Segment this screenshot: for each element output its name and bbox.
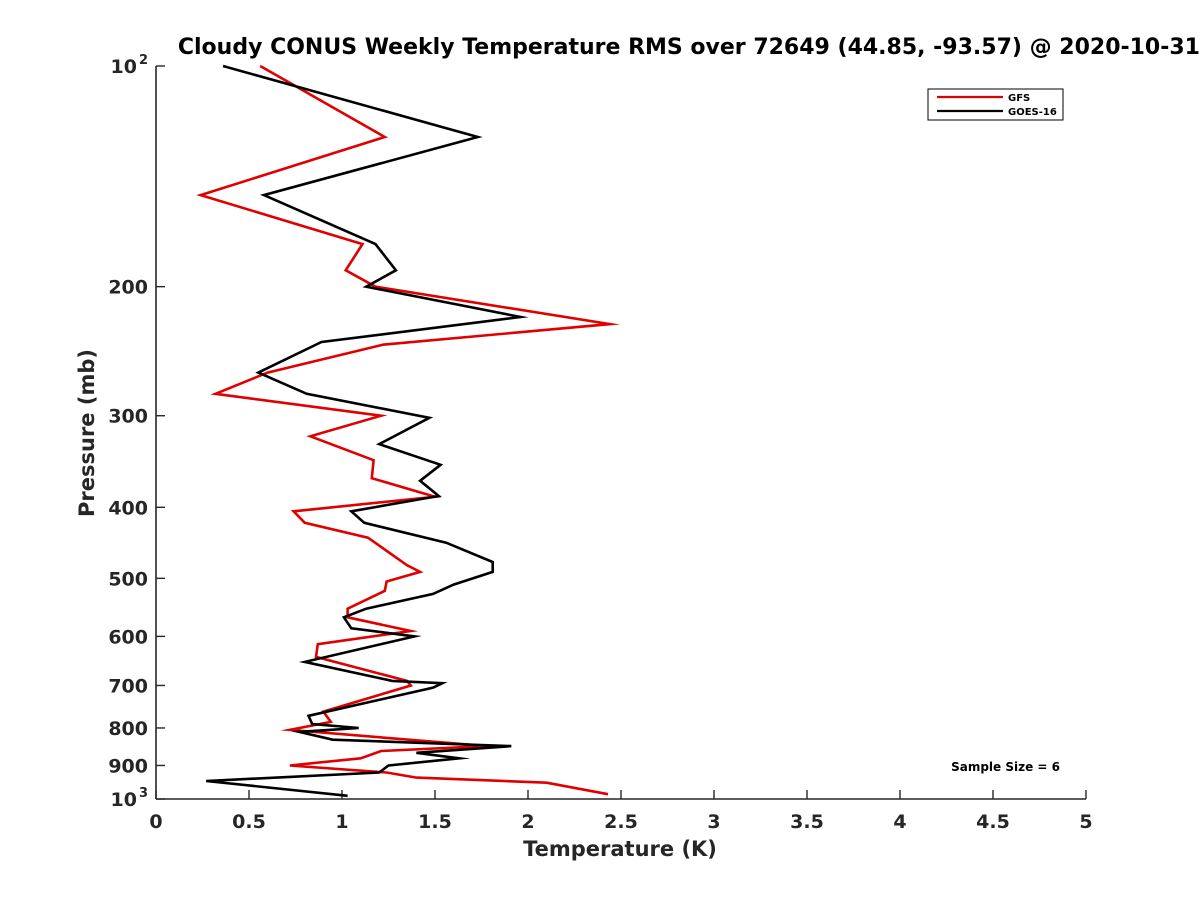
y-tick-exponent: 3 (139, 786, 148, 801)
x-tick-label: 0 (149, 811, 162, 833)
x-tick-label: 4.5 (976, 811, 1010, 833)
sample-size-annotation: Sample Size = 6 (951, 760, 1060, 774)
x-tick-label: 1 (335, 811, 348, 833)
x-tick-label: 0.5 (232, 811, 266, 833)
x-tick-label: 1.5 (418, 811, 452, 833)
x-tick-label: 3 (707, 811, 720, 833)
y-tick-label: 300 (108, 406, 148, 428)
legend-label-gfs: GFS (1008, 93, 1030, 104)
x-tick-label: 4 (893, 811, 906, 833)
x-ticks: 0 0.5 1 1.5 2 2.5 3 3.5 4 4.5 5 (149, 790, 1093, 833)
y-tick-exponent: 2 (139, 53, 148, 68)
y-tick-label: 10 2 (111, 53, 149, 78)
y-tick-base: 10 (111, 56, 137, 78)
y-tick-label: 700 (108, 675, 148, 697)
series-line-goes16 (206, 64, 529, 798)
y-tick-base: 10 (111, 789, 137, 811)
x-tick-label: 2.5 (604, 811, 638, 833)
plot-area: 0 0.5 1 1.5 2 2.5 3 3.5 4 4.5 5 10 2200300400500600… (108, 53, 1092, 833)
y-tick-label: 800 (108, 718, 148, 740)
series-line-gfs (196, 64, 621, 796)
y-axis-label: Pressure (mb) (75, 349, 99, 517)
y-tick-label: 900 (108, 755, 148, 777)
legend: GFS GOES-16 (927, 88, 1064, 121)
series-lines (196, 64, 621, 798)
y-tick-label: 400 (108, 497, 148, 519)
y-tick-label: 10 3 (111, 786, 149, 811)
y-tick-label: 600 (108, 626, 148, 648)
legend-label-goes16: GOES-16 (1008, 107, 1057, 118)
y-tick-label: 500 (108, 568, 148, 590)
x-tick-label: 5 (1079, 811, 1092, 833)
x-tick-label: 3.5 (790, 811, 824, 833)
x-tick-label: 2 (521, 811, 534, 833)
y-tick-label: 200 (108, 277, 148, 299)
x-axis-label: Temperature (K) (523, 837, 717, 861)
legend-box (927, 88, 1064, 121)
chart-title: Cloudy CONUS Weekly Temperature RMS over… (178, 35, 1200, 60)
